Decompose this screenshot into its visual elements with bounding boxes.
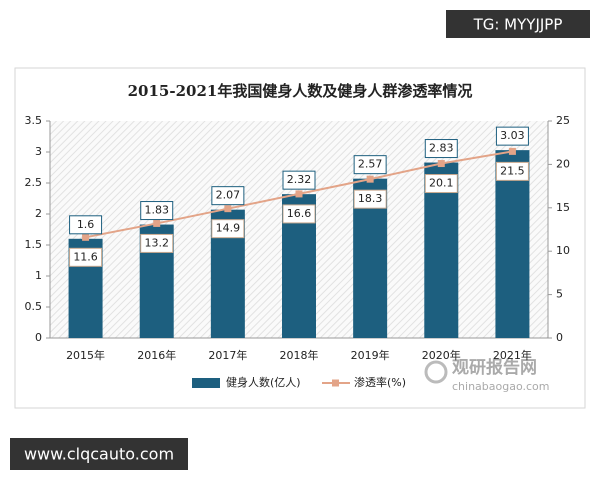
- y2-tick-label: 20: [556, 157, 570, 170]
- data-label: 21.5: [500, 164, 525, 177]
- bar: [495, 150, 530, 338]
- y-tick-label: 2: [35, 207, 42, 220]
- data-label: 2.83: [429, 142, 454, 155]
- data-label-box: [353, 155, 387, 175]
- y-tick-label: 0: [35, 331, 42, 344]
- x-tick-label: 2015年: [66, 348, 105, 362]
- data-label-box: [69, 247, 103, 267]
- data-label-box: [69, 215, 103, 235]
- y2-tick-label: 10: [556, 244, 570, 257]
- data-label-box: [495, 161, 529, 181]
- y-tick-label: 1: [35, 269, 42, 282]
- legend-swatch: [332, 379, 339, 387]
- line-marker: [508, 147, 516, 155]
- data-label-box: [282, 204, 316, 224]
- data-label-box: [424, 174, 458, 194]
- watermark-box: [10, 438, 188, 470]
- line-marker: [437, 160, 445, 168]
- watermark: TG: MYYJJPP: [473, 16, 563, 34]
- y-tick-label: 3: [35, 145, 42, 158]
- line-marker: [153, 219, 161, 227]
- line-marker: [224, 205, 232, 213]
- logo-icon: [424, 360, 448, 384]
- legend-label: 渗透率(%): [354, 375, 406, 389]
- watermark-box: [446, 10, 590, 38]
- data-label: 1.83: [144, 204, 169, 217]
- data-label: 2.57: [358, 158, 383, 171]
- x-tick-label: 2019年: [351, 348, 390, 362]
- y-tick-label: 3.5: [25, 114, 43, 127]
- data-label-box: [140, 201, 174, 221]
- data-label-box: [495, 126, 529, 146]
- y-tick-label: 1.5: [25, 238, 43, 251]
- data-label: 2.32: [287, 173, 312, 186]
- y-tick-label: 0.5: [25, 300, 43, 313]
- x-tick-label: 2017年: [208, 348, 247, 362]
- data-label-box: [282, 170, 316, 190]
- x-tick-label: 2018年: [280, 348, 319, 362]
- line-marker: [295, 190, 303, 198]
- watermark: chinabaogao.com: [452, 380, 550, 393]
- y-tick-label: 2.5: [25, 176, 43, 189]
- x-tick-label: 2021年: [493, 348, 532, 362]
- y2-tick-label: 25: [556, 114, 570, 127]
- data-label: 14.9: [216, 222, 241, 235]
- x-tick-label: 2020年: [422, 348, 461, 362]
- y2-tick-label: 0: [556, 331, 563, 344]
- watermark: www.clqcauto.com: [24, 445, 174, 464]
- data-label: 16.6: [287, 207, 312, 220]
- chart-title: 2015-2021年我国健身人数及健身人群渗透率情况: [128, 82, 473, 100]
- watermark: 观研报告网: [451, 357, 537, 378]
- data-label-box: [211, 186, 245, 206]
- line-marker: [366, 175, 374, 183]
- data-label: 20.1: [429, 177, 454, 190]
- data-label: 18.3: [358, 192, 383, 205]
- y2-tick-label: 15: [556, 201, 570, 214]
- data-label-box: [424, 139, 458, 159]
- x-tick-label: 2016年: [137, 348, 176, 362]
- data-label: 13.2: [144, 236, 169, 249]
- legend-label: 健身人数(亿人): [226, 375, 301, 389]
- line-marker: [82, 233, 90, 241]
- data-label: 2.07: [216, 189, 241, 202]
- data-label-box: [140, 233, 174, 253]
- data-label-box: [353, 189, 387, 209]
- y2-tick-label: 5: [556, 288, 563, 301]
- data-label-box: [211, 219, 245, 239]
- legend-swatch: [192, 378, 220, 388]
- data-label: 1.6: [77, 218, 95, 231]
- data-label: 11.6: [73, 250, 98, 263]
- data-label: 3.03: [500, 129, 525, 142]
